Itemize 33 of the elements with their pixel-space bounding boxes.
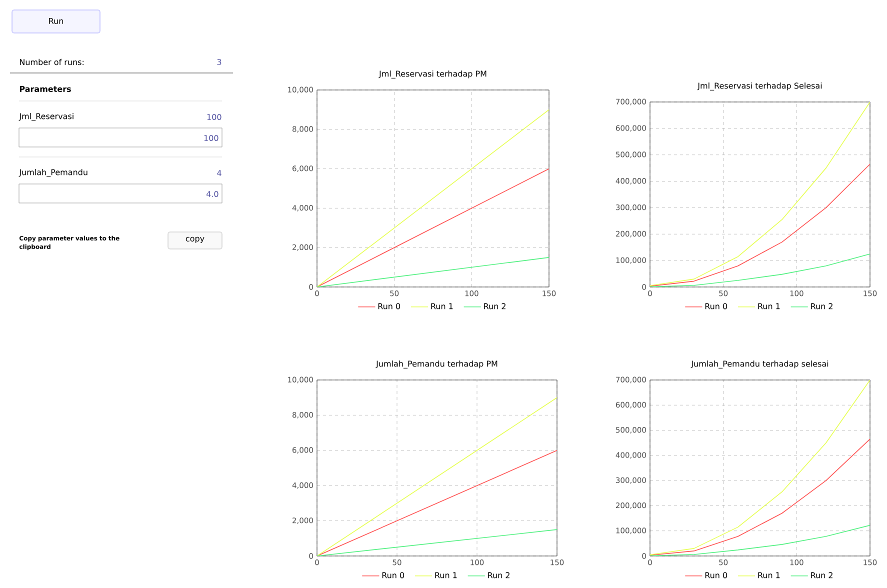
- text: copy: [186, 236, 204, 244]
- line-series: [650, 254, 870, 287]
- line-series: [650, 524, 870, 556]
- line-series: [650, 102, 870, 286]
- text: 3: [217, 58, 222, 66]
- text: 100: [207, 114, 222, 120]
- text: Jumlah_Pemandu: [18, 169, 88, 177]
- text: 100: [204, 134, 218, 142]
- text: Run: [49, 18, 64, 24]
- chart-title: Jumlah_Pemandu terhadap PM: [376, 360, 498, 368]
- legend-label: Run 2: [488, 572, 510, 578]
- legend-label: Run 2: [484, 303, 506, 310]
- line-series: [650, 164, 870, 287]
- legend-label: Run 0: [705, 303, 728, 310]
- text: Number of runs:: [20, 58, 84, 66]
- legend-label: Run 1: [431, 303, 453, 310]
- chart-title: Jml_Reservasi terhadap Selesai: [697, 82, 822, 90]
- text: Jml_Reservasi: [18, 113, 74, 121]
- line-series: [650, 438, 870, 556]
- chart-title: Jumlah_Pemandu terhadap selesai: [690, 360, 828, 368]
- legend-label: Run 0: [382, 572, 404, 578]
- chart-title: Jml_Reservasi terhadap PM: [378, 70, 486, 78]
- text: 4: [217, 170, 222, 176]
- text: 4.0: [206, 190, 218, 198]
- legend-label: Run 1: [758, 572, 780, 578]
- legend-label: Run 0: [378, 303, 400, 310]
- legend-label: Run 1: [758, 303, 780, 310]
- legend-label: Run 1: [435, 572, 457, 578]
- legend-label: Run 2: [811, 572, 832, 578]
- legend-label: Run 0: [705, 572, 728, 578]
- legend-label: Run 2: [811, 303, 832, 310]
- text: Parameters: [20, 86, 71, 92]
- line-series: [650, 380, 870, 556]
